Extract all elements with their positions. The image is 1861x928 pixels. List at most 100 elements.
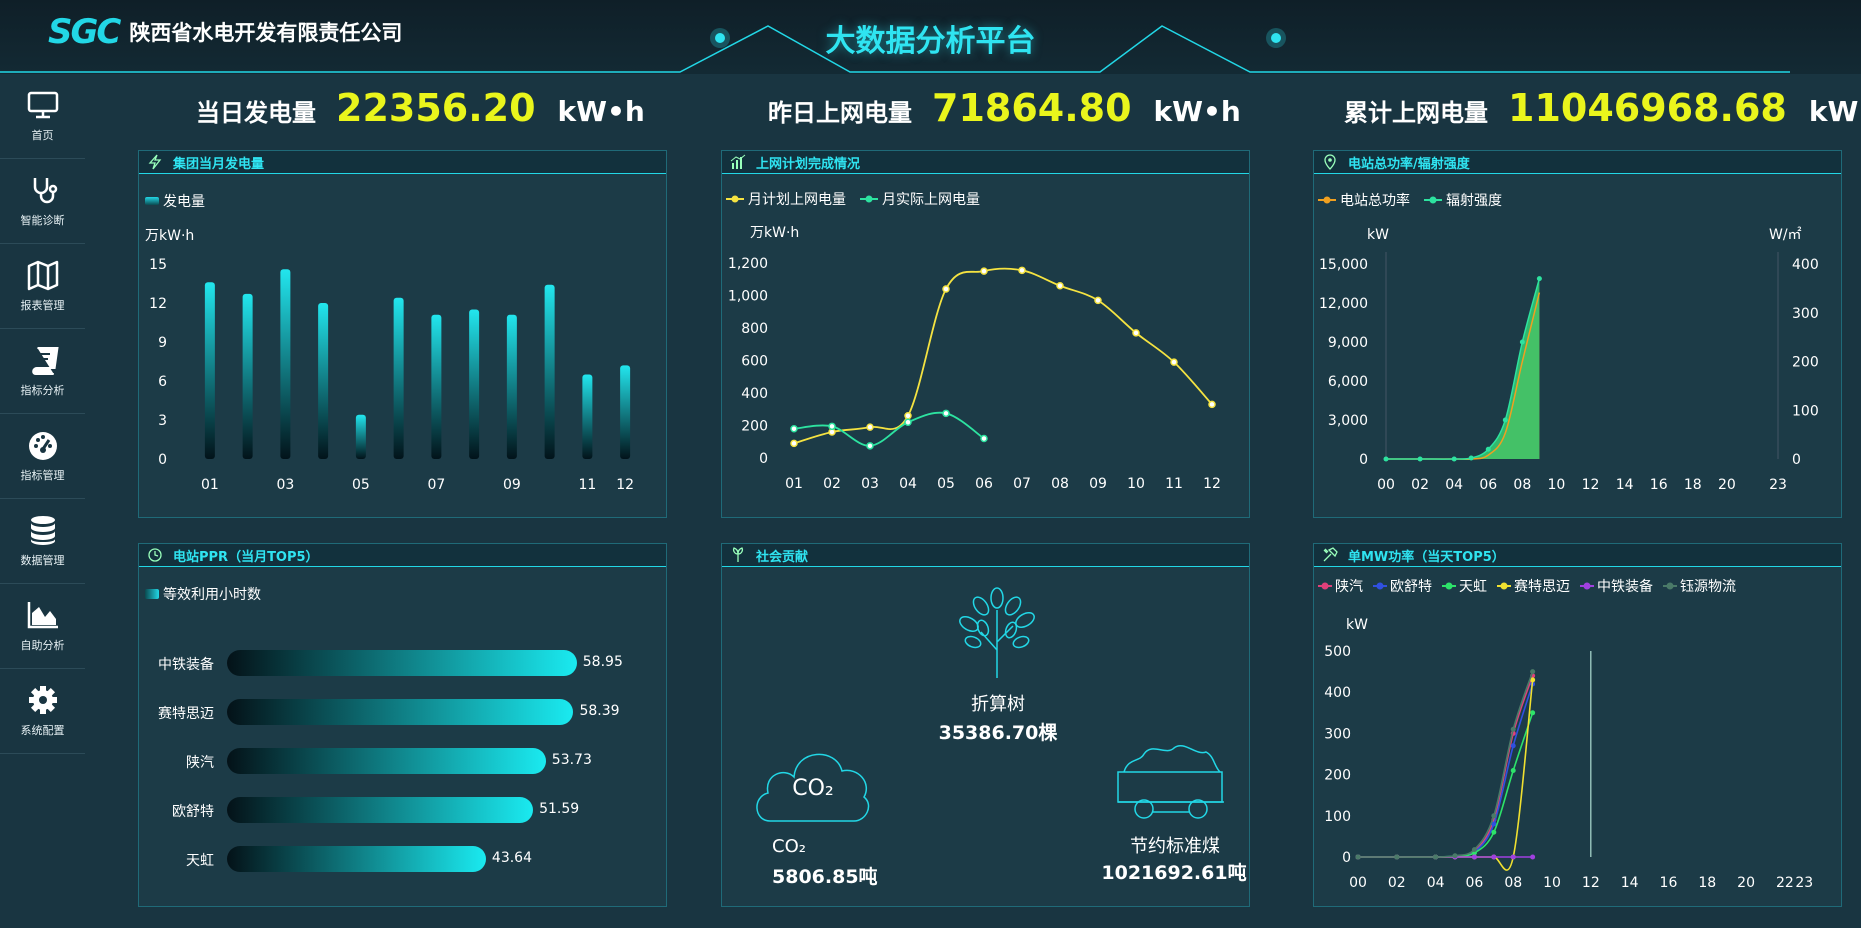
company-logo[interactable]: SGC 陕西省水电开发有限责任公司	[48, 12, 402, 52]
gear-icon	[28, 686, 57, 714]
series-line-陕汽	[1358, 675, 1534, 858]
panel-title: 电站总功率/辐射强度	[1348, 156, 1470, 172]
hbar-value-label: 53.73	[551, 752, 592, 768]
location-icon	[1324, 154, 1336, 170]
legend-swatch	[145, 197, 159, 205]
sidebar-item-system-config[interactable]: 系统配置	[0, 669, 85, 754]
sidebar-item-diagnosis[interactable]: 智能诊断	[0, 159, 85, 244]
legend-item[interactable]: 钰源物流	[1663, 576, 1736, 596]
area-radiation	[1386, 278, 1540, 460]
panel-social: 社会贡献 折算树 35386.70棵 CO₂ CO₂ 5806.85吨	[721, 543, 1250, 907]
hbar-label: 中铁装备	[158, 657, 214, 673]
x-tick-label: 02	[823, 476, 841, 492]
data-point	[1510, 854, 1516, 860]
legend-item[interactable]: 赛特思迈	[1497, 576, 1570, 596]
data-point	[1394, 854, 1400, 860]
legend-swatch	[1318, 196, 1336, 204]
legend-swatch	[145, 589, 159, 599]
y-tick-label: 0	[759, 451, 768, 467]
kpi-value: 71864.80	[932, 86, 1132, 130]
legend-item[interactable]: 欧舒特	[1373, 576, 1432, 596]
sidebar-item-self-analysis[interactable]: 自助分析	[0, 584, 85, 669]
tree-value: 35386.70棵	[938, 722, 1058, 744]
x-tick-label: 09	[503, 477, 521, 493]
y-tick-label-left: 6,000	[1328, 374, 1368, 390]
legend-item-plan[interactable]: 月计划上网电量	[726, 189, 846, 209]
chart-legend[interactable]: 电站总功率 辐射强度	[1318, 190, 1516, 210]
panel-title: 单MW功率（当天TOP5）	[1348, 549, 1505, 565]
sidebar-item-indicator-management[interactable]: 指标管理	[0, 414, 85, 499]
series-line-天虹	[1358, 712, 1534, 858]
bar-03	[280, 269, 291, 459]
top-bar: SGC 陕西省水电开发有限责任公司 大数据分析平台	[0, 0, 1861, 74]
data-point	[1530, 677, 1536, 683]
chart-legend[interactable]: 月计划上网电量 月实际上网电量	[726, 189, 994, 209]
coal-label: 节约标准煤	[1130, 836, 1220, 857]
legend-item-radiation[interactable]: 辐射强度	[1424, 190, 1502, 210]
sidebar-item-label: 智能诊断	[20, 214, 65, 227]
series-line-0	[793, 267, 1213, 445]
data-point	[904, 412, 912, 420]
bar-04	[318, 303, 329, 459]
data-point-radiation	[1485, 446, 1491, 452]
x-tick-label: 16	[1650, 477, 1668, 493]
legend-item[interactable]: 陕汽	[1318, 576, 1363, 596]
legend-swatch	[726, 195, 744, 203]
legend-label: 陕汽	[1335, 579, 1363, 595]
x-tick-label: 20	[1718, 477, 1736, 493]
y-tick-label-left: 3,000	[1328, 413, 1368, 429]
hbar-row: 中铁装备 58.95	[139, 650, 659, 678]
hbar-value-label: 51.59	[539, 801, 580, 817]
hbar-row: 赛特思迈 58.39	[139, 699, 659, 727]
sidebar-item-label: 报表管理	[20, 299, 65, 312]
tree-label: 折算树	[971, 694, 1025, 715]
data-point	[1491, 829, 1497, 835]
unit-power-chart: kW 0 100 200 300 400 500 00 02 04 06 08 10 12 14 16 18 20…	[1324, 617, 1813, 891]
page-title: 大数据分析平台	[825, 24, 1036, 59]
sidebar-item-label: 指标管理	[20, 469, 65, 482]
sidebar-item-home[interactable]: 首页	[0, 74, 85, 159]
coal-cart-icon	[1117, 745, 1224, 819]
sidebar-item-indicator-analysis[interactable]: 指标分析	[0, 329, 85, 414]
chart-legend[interactable]: 发电量	[145, 191, 205, 211]
legend-item-power[interactable]: 电站总功率	[1318, 190, 1410, 210]
chart-legend[interactable]: 等效利用小时数	[145, 584, 261, 604]
panel-unit-power: 单MW功率（当天TOP5） 陕汽 欧舒特 天虹 赛特思迈 中铁装备 钰源物流 kW 0 100…	[1313, 543, 1842, 907]
kpi-label: 累计上网电量	[1344, 99, 1488, 127]
lightning-icon	[148, 154, 162, 170]
co2-cloud-icon	[756, 753, 870, 822]
x-tick-label: 10	[1127, 476, 1145, 492]
legend-label: 月计划上网电量	[748, 192, 846, 208]
data-point	[1491, 821, 1497, 827]
legend-item[interactable]: 中铁装备	[1580, 576, 1653, 596]
x-tick-label: 09	[1089, 476, 1107, 492]
gauge-icon	[28, 432, 57, 460]
x-tick-label: 20	[1737, 875, 1755, 891]
hbar-label: 陕汽	[186, 755, 214, 771]
x-tick-label: 18	[1684, 477, 1702, 493]
co2-label: CO₂	[772, 836, 806, 857]
chart-legend[interactable]: 陕汽 欧舒特 天虹 赛特思迈 中铁装备 钰源物流	[1318, 576, 1746, 596]
panel-station-power: 电站总功率/辐射强度 电站总功率 辐射强度 kW W/㎡ 0 3,000 6,000 9,…	[1313, 150, 1842, 518]
y-tick-label: 200	[1324, 768, 1351, 784]
y-tick-label: 12	[149, 296, 167, 312]
kpi-daily-generation: 当日发电量 22356.20 kW•h	[196, 86, 645, 130]
hbar-欧舒特	[227, 797, 534, 823]
legend-item[interactable]: 天虹	[1442, 576, 1487, 596]
legend-item-actual[interactable]: 月实际上网电量	[860, 189, 980, 209]
sidebar-item-data-management[interactable]: 数据管理	[0, 499, 85, 584]
legend-label: 电站总功率	[1340, 193, 1410, 209]
y-tick-label: 0	[1342, 850, 1351, 866]
sgc-logo-mark: SGC	[48, 12, 121, 52]
x-tick-label: 12	[1582, 875, 1600, 891]
hbar-value-label: 43.64	[491, 850, 533, 866]
sidebar-item-reports[interactable]: 报表管理	[0, 244, 85, 329]
hbar-value-label: 58.95	[582, 654, 623, 670]
database-icon	[30, 516, 55, 545]
x-tick-label: 11	[578, 477, 596, 493]
y-axis-title: 万kW·h	[145, 228, 194, 244]
coal-value: 1021692.61吨	[1101, 862, 1247, 884]
bar-05	[355, 414, 366, 459]
y-tick-label: 9	[158, 335, 167, 351]
y-tick-label: 400	[1324, 685, 1351, 701]
